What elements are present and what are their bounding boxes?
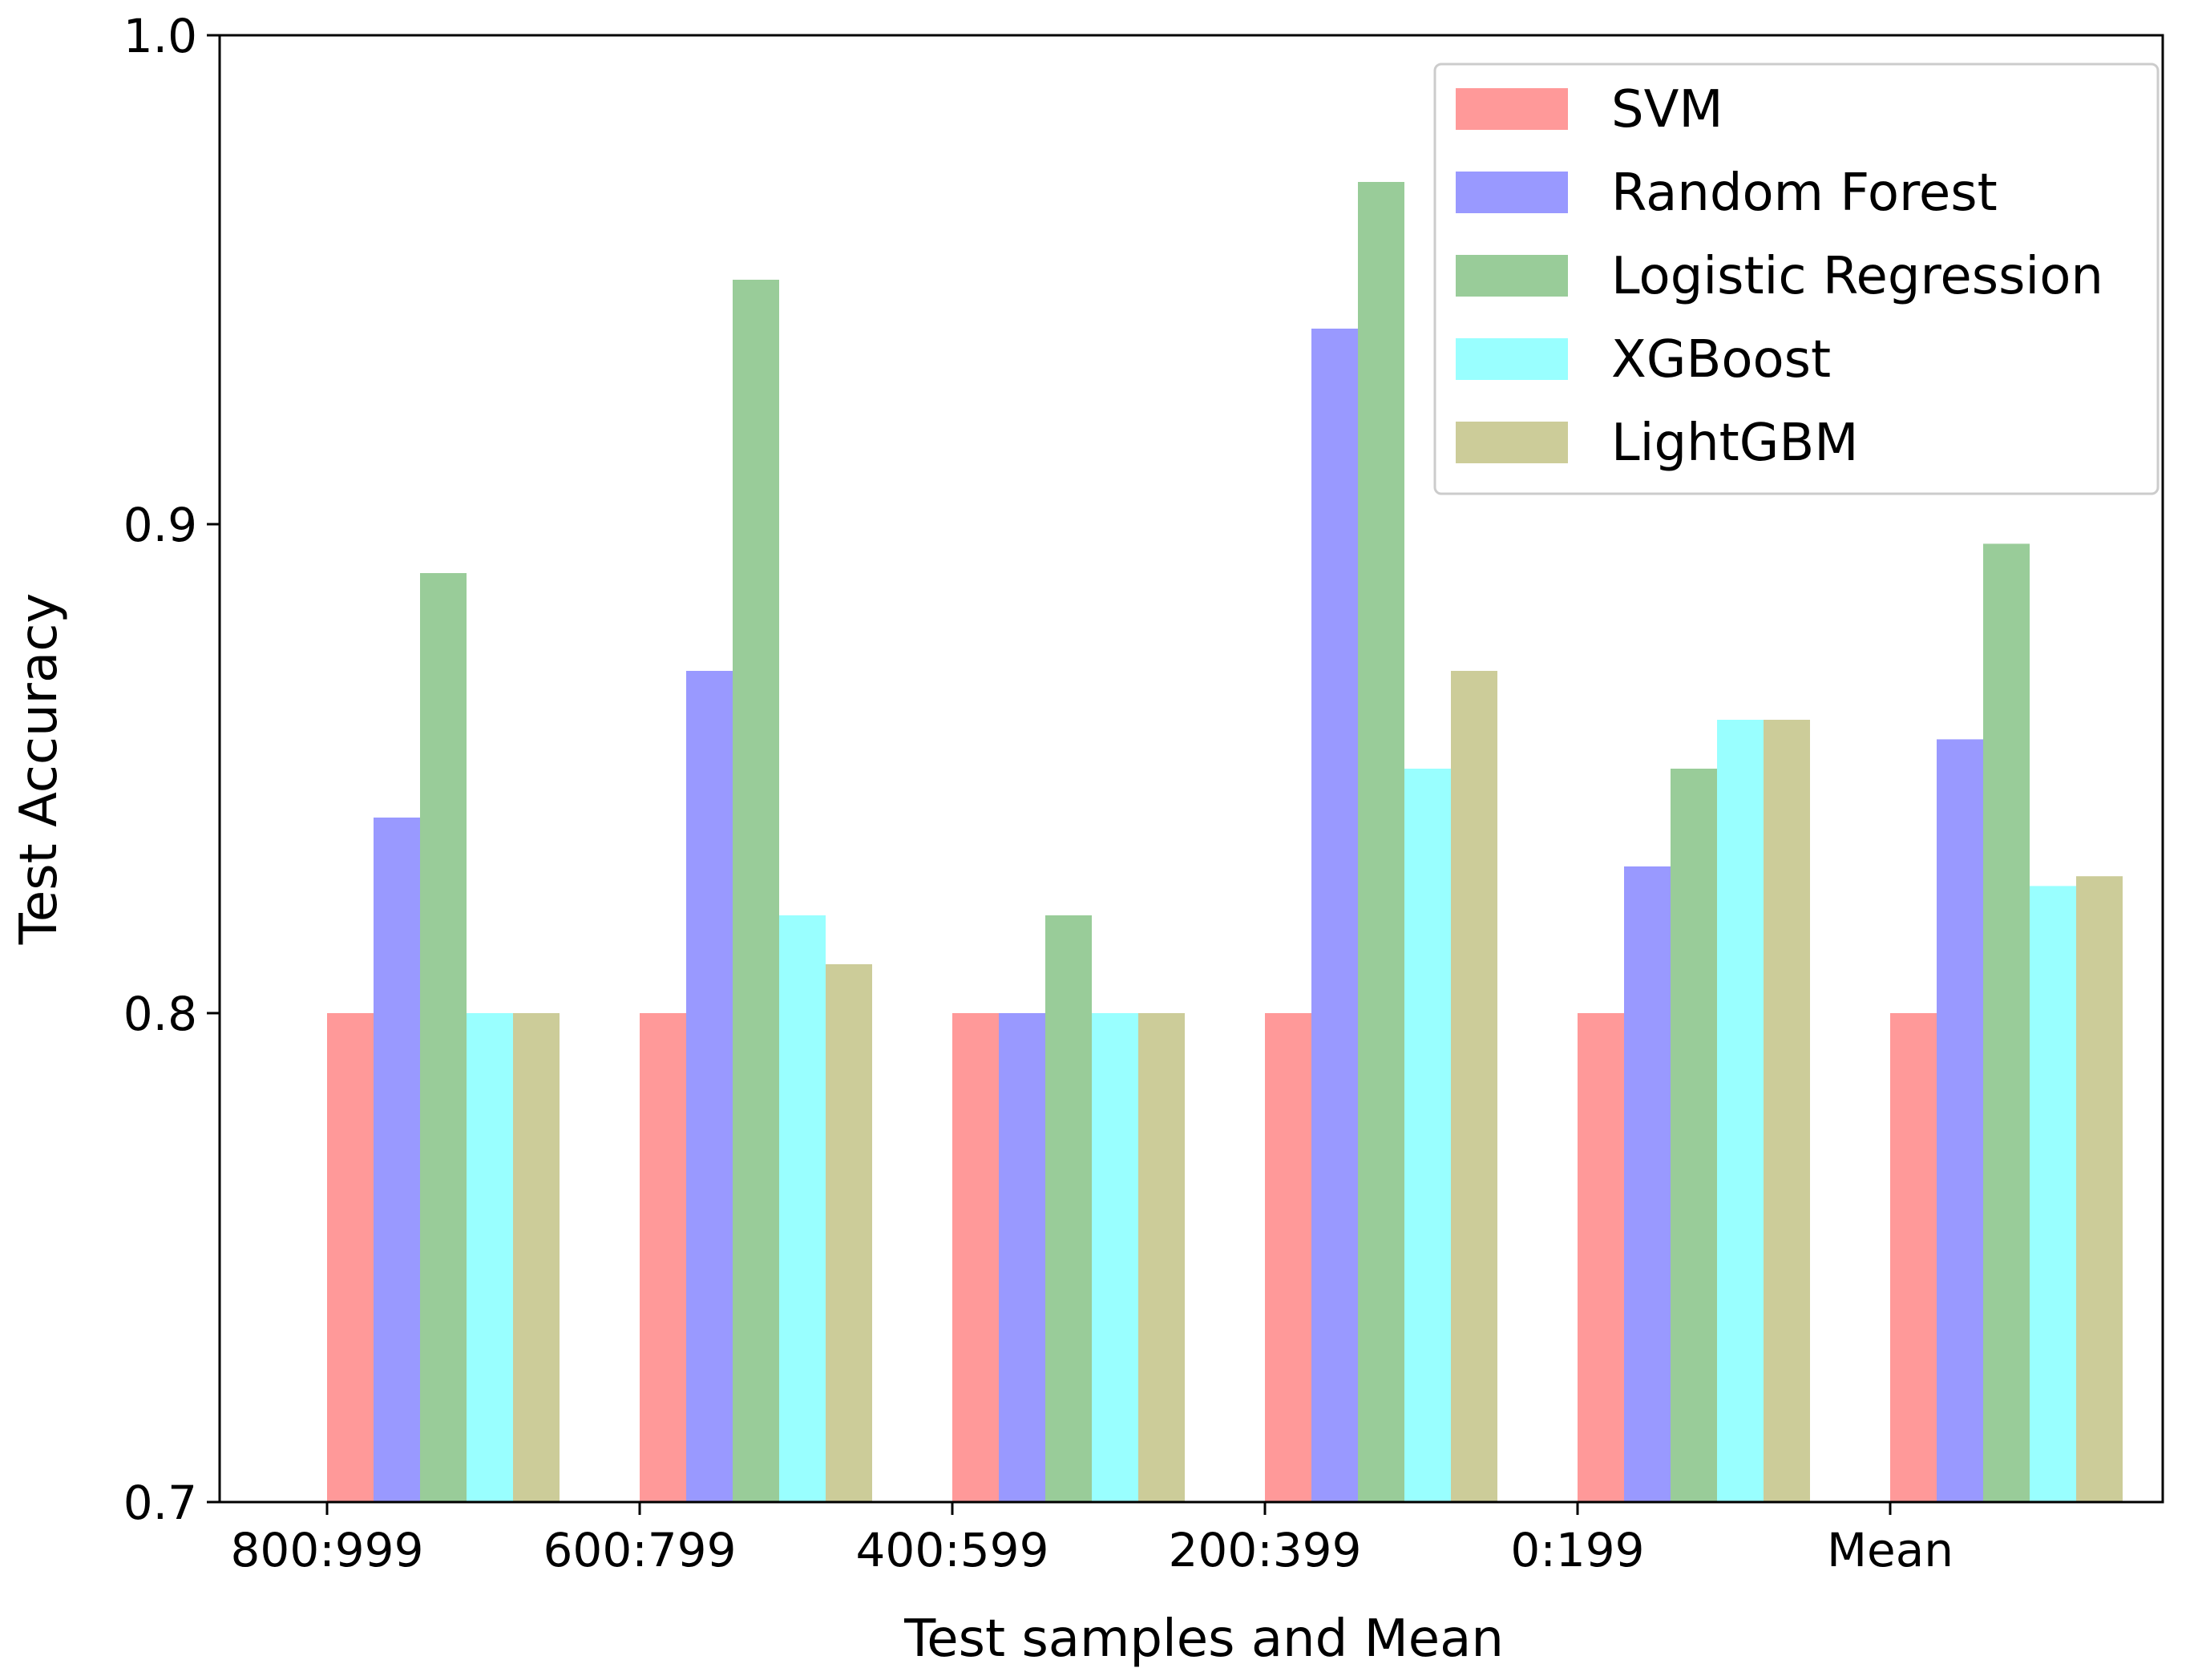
x-tick-label: 200:399 bbox=[1169, 1523, 1362, 1577]
bar-svm-0 bbox=[327, 1013, 374, 1502]
legend-swatch-logistic-regression bbox=[1456, 255, 1568, 297]
x-tick-label: 0:199 bbox=[1510, 1523, 1644, 1577]
bar-svm-5 bbox=[1890, 1013, 1937, 1502]
bar-svm-1 bbox=[640, 1013, 686, 1502]
y-tick-label: 0.9 bbox=[123, 498, 197, 552]
y-axis-label: Test Accuracy bbox=[10, 593, 69, 946]
bar-random-forest-3 bbox=[1311, 329, 1358, 1502]
bar-logistic-regression-4 bbox=[1671, 769, 1717, 1502]
bar-lightgbm-4 bbox=[1764, 720, 1810, 1502]
x-tick-label: 600:799 bbox=[543, 1523, 737, 1577]
legend-label-lightgbm: LightGBM bbox=[1611, 414, 1858, 473]
bars-layer bbox=[327, 182, 2123, 1502]
bar-logistic-regression-2 bbox=[1045, 915, 1092, 1502]
bar-lightgbm-1 bbox=[826, 964, 872, 1502]
bar-random-forest-0 bbox=[374, 818, 420, 1502]
bar-xgboost-4 bbox=[1717, 720, 1764, 1502]
bar-random-forest-5 bbox=[1937, 739, 1983, 1502]
bar-svm-3 bbox=[1265, 1013, 1311, 1502]
x-tick-label: 800:999 bbox=[231, 1523, 424, 1577]
bar-lightgbm-5 bbox=[2076, 876, 2123, 1502]
y-axis: 0.7 0.8 0.9 1.0 bbox=[123, 9, 220, 1530]
bar-random-forest-1 bbox=[686, 671, 733, 1502]
legend-box bbox=[1433, 63, 2160, 495]
legend-label-svm: SVM bbox=[1611, 80, 1723, 139]
bar-xgboost-5 bbox=[2030, 886, 2076, 1502]
legend-label-random-forest: Random Forest bbox=[1611, 164, 1998, 223]
x-axis-label: Test samples and Mean bbox=[903, 1609, 1504, 1669]
x-tick-label: 400:599 bbox=[856, 1523, 1049, 1577]
bar-lightgbm-3 bbox=[1451, 671, 1497, 1502]
bar-random-forest-2 bbox=[999, 1013, 1045, 1502]
bar-logistic-regression-5 bbox=[1983, 543, 2030, 1502]
legend-swatch-random-forest bbox=[1456, 172, 1568, 213]
x-axis: 800:999 600:799 400:599 200:399 0:199 Mean bbox=[231, 1502, 1954, 1577]
bar-logistic-regression-3 bbox=[1358, 182, 1404, 1502]
legend-swatch-lightgbm bbox=[1456, 422, 1568, 463]
legend-swatch-xgboost bbox=[1456, 338, 1568, 380]
bar-xgboost-1 bbox=[779, 915, 826, 1502]
bar-lightgbm-0 bbox=[513, 1013, 560, 1502]
legend-label-logistic-regression: Logistic Regression bbox=[1611, 247, 2103, 306]
bar-random-forest-4 bbox=[1624, 866, 1671, 1502]
legend: SVM Random Forest Logistic Regression XGBoo… bbox=[1433, 63, 2160, 495]
bar-xgboost-3 bbox=[1404, 769, 1451, 1502]
bar-svm-2 bbox=[952, 1013, 999, 1502]
bar-xgboost-0 bbox=[467, 1013, 513, 1502]
plot-frame bbox=[218, 34, 2164, 1504]
bar-lightgbm-2 bbox=[1138, 1013, 1185, 1502]
legend-label-xgboost: XGBoost bbox=[1611, 330, 1831, 390]
y-tick-label: 0.8 bbox=[123, 987, 197, 1041]
y-tick-label: 0.7 bbox=[123, 1476, 197, 1530]
bar-logistic-regression-0 bbox=[420, 573, 467, 1502]
bar-logistic-regression-1 bbox=[733, 280, 779, 1502]
bar-xgboost-2 bbox=[1092, 1013, 1138, 1502]
x-tick-label: Mean bbox=[1827, 1523, 1954, 1577]
y-tick-label: 1.0 bbox=[123, 9, 197, 63]
bar-svm-4 bbox=[1578, 1013, 1624, 1502]
legend-swatch-svm bbox=[1456, 88, 1568, 130]
